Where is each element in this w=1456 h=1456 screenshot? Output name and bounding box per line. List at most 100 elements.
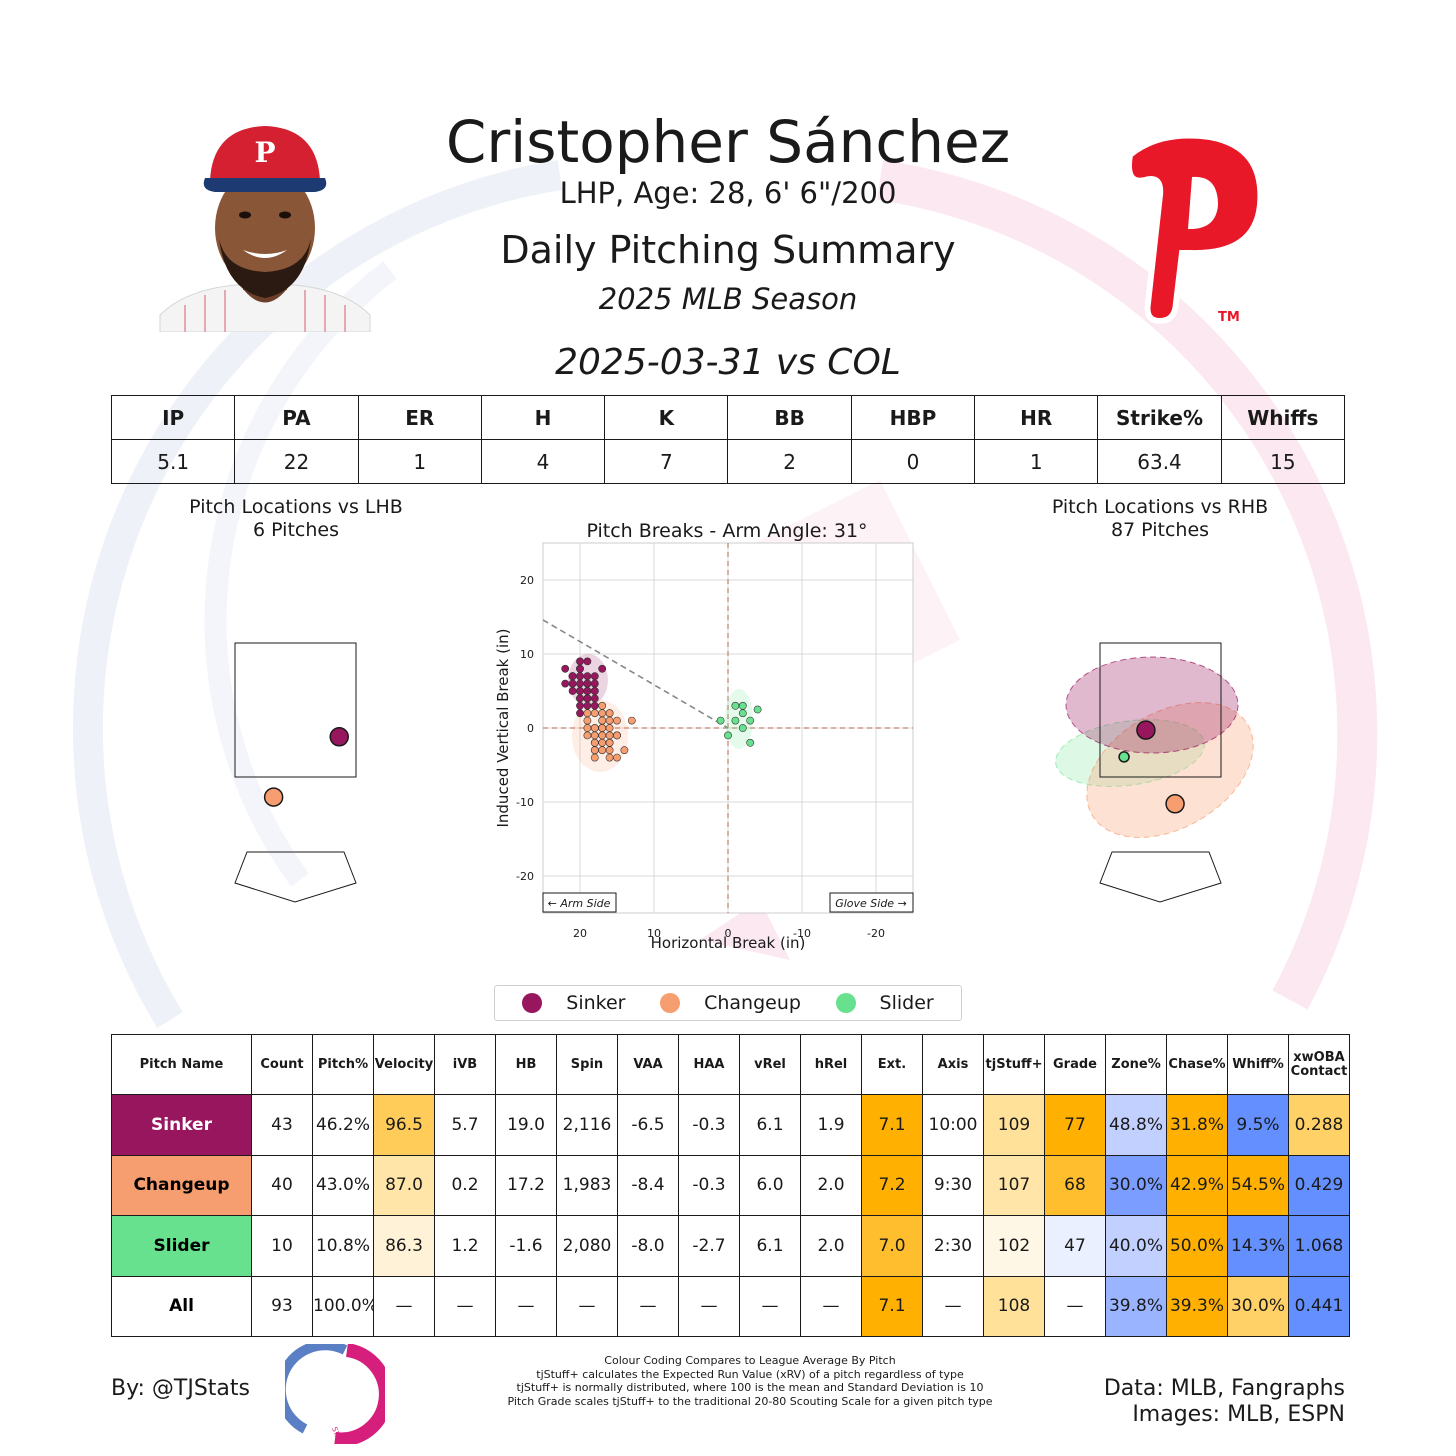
table-cell: 87.0 xyxy=(373,1154,435,1216)
break-point-sinker xyxy=(590,672,599,681)
rhb-location-plot xyxy=(1055,642,1254,903)
table-header: Count xyxy=(251,1034,313,1095)
table-cell: 7.1 xyxy=(861,1094,923,1156)
break-point-slider xyxy=(716,716,725,725)
location-point-sinker xyxy=(1136,720,1156,740)
pitch-name-cell: Sinker xyxy=(111,1094,252,1156)
break-point-changeup xyxy=(605,753,614,762)
table-cell: 6.1 xyxy=(739,1215,801,1277)
table-cell: -8.0 xyxy=(617,1215,679,1277)
legend-label: Sinker xyxy=(566,992,626,1014)
footnote-line: Colour Coding Compares to League Average… xyxy=(604,1354,896,1367)
break-point-slider xyxy=(753,705,762,714)
player-name: Cristopher Sánchez xyxy=(445,108,1011,176)
arm-side-box: ← Arm Side xyxy=(542,892,617,913)
table-cell: 77 xyxy=(1044,1094,1106,1156)
table-cell: 109 xyxy=(983,1094,1045,1156)
break-point-changeup xyxy=(590,746,599,755)
table-cell: -2.7 xyxy=(678,1215,740,1277)
rhb-count: 87 Pitches xyxy=(1110,519,1210,541)
table-cell: 102 xyxy=(983,1215,1045,1277)
table-cell: 30.0% xyxy=(1105,1154,1167,1216)
break-point-changeup xyxy=(605,738,614,747)
break-point-slider xyxy=(738,709,747,718)
break-point-sinker xyxy=(598,664,607,673)
table-cell: — xyxy=(495,1275,557,1337)
table-cell: 0.288 xyxy=(1288,1094,1350,1156)
pitch-name-cell: Slider xyxy=(111,1215,252,1277)
y-tick-label: -20 xyxy=(516,870,534,883)
table-cell: 2.0 xyxy=(800,1215,862,1277)
break-point-sinker xyxy=(590,679,599,688)
table-cell: — xyxy=(556,1275,618,1337)
break-point-changeup xyxy=(590,753,599,762)
table-cell: 7.1 xyxy=(861,1275,923,1337)
table-header: Pitch Name xyxy=(111,1034,252,1095)
break-point-sinker xyxy=(590,694,599,703)
footnotes: Colour Coding Compares to League Average… xyxy=(430,1354,1070,1408)
table-cell: 39.8% xyxy=(1105,1275,1167,1337)
table-cell: 43 xyxy=(251,1094,313,1156)
break-point-sinker xyxy=(576,687,584,695)
table-cell: 46.2% xyxy=(312,1094,374,1156)
table-cell: 7.0 xyxy=(861,1215,923,1277)
x-tick-label: -20 xyxy=(867,927,885,940)
table-cell: 9:30 xyxy=(922,1154,984,1216)
table-cell: 100.0% xyxy=(312,1275,374,1337)
x-tick-label: 20 xyxy=(573,927,587,940)
table-cell: — xyxy=(434,1275,496,1337)
x-axis-label: Horizontal Break (in) xyxy=(651,934,806,952)
table-cell: 40.0% xyxy=(1105,1215,1167,1277)
break-point-changeup xyxy=(598,746,607,755)
table-cell: 0.429 xyxy=(1288,1154,1350,1216)
table-cell: 19.0 xyxy=(495,1094,557,1156)
lhb-panel-title: Pitch Locations vs LHB 6 Pitches xyxy=(146,496,446,542)
legend-item-slider: Slider xyxy=(835,992,934,1014)
location-point-sinker xyxy=(329,727,349,747)
footnote-line: Pitch Grade scales tjStuff+ to the tradi… xyxy=(507,1394,993,1408)
y-tick-label: 10 xyxy=(520,648,534,661)
table-header: Ext. xyxy=(861,1034,923,1095)
table-cell: 2,116 xyxy=(556,1094,618,1156)
image-credit: Images: MLB, ESPN xyxy=(1132,1402,1345,1427)
table-header: HB xyxy=(495,1034,557,1095)
table-cell: 96.5 xyxy=(373,1094,435,1156)
break-point-changeup xyxy=(598,701,607,710)
table-row: Slider 10 10.8% 86.3 1.2 -1.6 2,080 -8.0 -2.7 6.1… xyxy=(111,1215,1350,1277)
break-point-sinker xyxy=(561,664,570,673)
table-header: hRel xyxy=(800,1034,862,1095)
tjstats-logo: STATS xyxy=(285,1344,385,1444)
y-tick-label: -10 xyxy=(516,796,534,809)
svg-text:TM: TM xyxy=(1218,310,1240,325)
table-header: Axis xyxy=(922,1034,984,1095)
pitch-break-chart: Pitch Breaks - Arm Angle: 31° 20 10 0 -10 -2… xyxy=(494,520,914,952)
table-header: Spin xyxy=(556,1034,618,1095)
break-point-sinker xyxy=(576,657,584,666)
table-header: xwOBA Contact xyxy=(1288,1034,1350,1095)
table-header: Chase% xyxy=(1166,1034,1228,1095)
table-cell: 7.2 xyxy=(861,1154,923,1216)
legend-label: Changeup xyxy=(704,992,801,1014)
x-tick-label: 10 xyxy=(647,927,661,940)
break-point-sinker xyxy=(576,664,584,673)
table-cell: 43.0% xyxy=(312,1154,374,1216)
table-cell: 30.0% xyxy=(1227,1275,1289,1337)
break-point-slider xyxy=(724,731,732,740)
table-cell: — xyxy=(617,1275,679,1337)
table-cell: -8.4 xyxy=(617,1154,679,1216)
legend-marker xyxy=(522,993,543,1013)
x-tick-label: 0 xyxy=(725,927,732,940)
table-cell: 10:00 xyxy=(922,1094,984,1156)
break-point-changeup xyxy=(598,716,607,725)
statline-header-h: H xyxy=(480,395,606,440)
pitch-name-cell: All xyxy=(111,1275,252,1337)
break-point-changeup xyxy=(598,724,607,732)
break-point-slider xyxy=(746,738,755,747)
statline-header-bb: BB xyxy=(727,395,852,440)
lhb-location-plot xyxy=(234,642,357,903)
break-point-changeup xyxy=(598,731,607,740)
break-point-sinker xyxy=(568,687,577,695)
break-point-changeup xyxy=(605,709,614,718)
table-cell: 1.9 xyxy=(800,1094,862,1156)
break-point-slider xyxy=(738,724,747,732)
